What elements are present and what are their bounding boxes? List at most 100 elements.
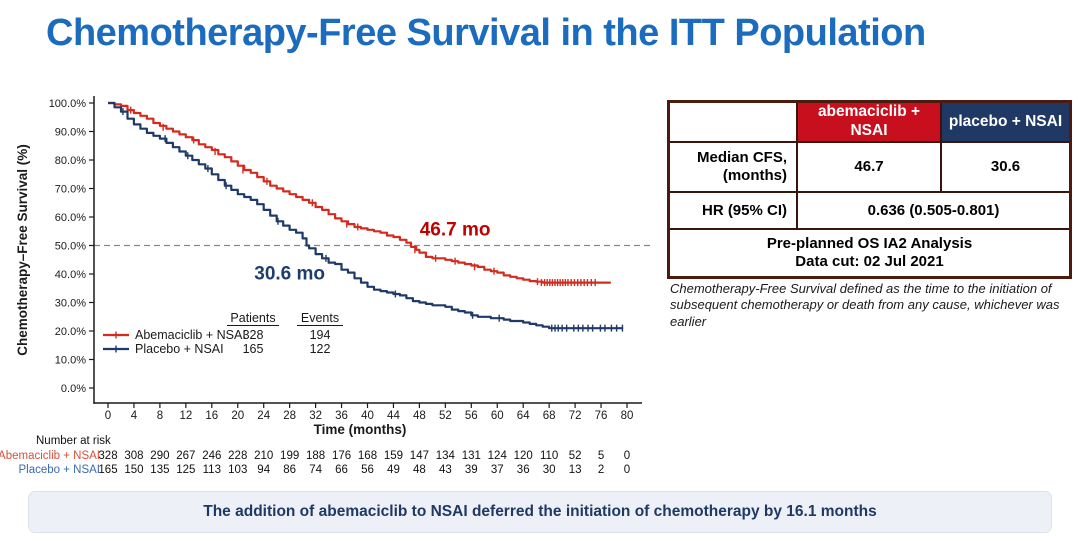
legend-events-header: Events xyxy=(301,311,339,325)
summary-table-hr-label: HR (95% CI) xyxy=(670,191,796,228)
km-step-path xyxy=(108,101,624,330)
number-at-risk-value: 37 xyxy=(491,464,504,476)
x-tick-label: 72 xyxy=(569,410,582,422)
y-tick-label: 40.0% xyxy=(55,269,86,281)
x-tick-label: 12 xyxy=(179,410,192,422)
y-tick-label: 90.0% xyxy=(55,127,86,139)
number-at-risk-value: 168 xyxy=(358,450,377,462)
number-at-risk-value: 147 xyxy=(410,450,429,462)
y-tick-label: 100.0% xyxy=(49,98,87,110)
survival-curve-placebo xyxy=(108,101,624,332)
y-tick-label: 10.0% xyxy=(55,355,86,367)
number-at-risk-value: 290 xyxy=(150,450,169,462)
summary-table-median-placebo: 30.6 xyxy=(940,141,1069,191)
number-at-risk-value: 0 xyxy=(624,464,630,476)
number-at-risk-value: 36 xyxy=(517,464,530,476)
number-at-risk-row-label: Abemaciclib + NSAI xyxy=(0,450,100,462)
x-tick-label: 56 xyxy=(465,410,478,422)
x-tick-label: 48 xyxy=(413,410,426,422)
y-tick-label: 30.0% xyxy=(55,298,86,310)
summary-table-header-abemaciclib: abemaciclib + NSAI xyxy=(796,103,940,141)
number-at-risk-value: 39 xyxy=(465,464,478,476)
legend-patients-value: 165 xyxy=(243,342,264,356)
number-at-risk-row-label: Placebo + NSAI xyxy=(18,464,100,476)
x-tick-label: 40 xyxy=(361,410,374,422)
number-at-risk-value: 113 xyxy=(203,464,221,476)
number-at-risk-value: 120 xyxy=(514,450,533,462)
number-at-risk-value: 94 xyxy=(257,464,270,476)
summary-table-empty-cell xyxy=(670,103,796,141)
number-at-risk-value: 49 xyxy=(387,464,400,476)
number-at-risk-value: 125 xyxy=(176,464,195,476)
number-at-risk-value: 308 xyxy=(124,450,143,462)
km-plot: 100.0%90.0%80.0%70.0%60.0%50.0%40.0%30.0… xyxy=(0,96,652,476)
x-axis-ticks: 0 4 8 12 16 20 24 28 32 36 40 44 48 52 56 60 64 68 72 76 80 xyxy=(105,403,634,422)
number-at-risk-value: 328 xyxy=(98,450,117,462)
censor-marks xyxy=(130,106,596,287)
number-at-risk-value: 103 xyxy=(228,464,247,476)
summary-table: abemaciclib + NSAI placebo + NSAI Median… xyxy=(667,100,1072,279)
x-tick-label: 68 xyxy=(543,410,556,422)
x-tick-label: 44 xyxy=(387,410,400,422)
median-annotation-abemaciclib: 46.7 mo xyxy=(420,220,491,241)
number-at-risk-value: 66 xyxy=(335,464,348,476)
y-tick-label: 20.0% xyxy=(55,326,86,338)
legend-events-value: 122 xyxy=(310,342,331,356)
x-tick-label: 36 xyxy=(335,410,348,422)
number-at-risk-value: 56 xyxy=(361,464,374,476)
legend-events-value: 194 xyxy=(310,328,331,342)
number-at-risk-value: 43 xyxy=(439,464,452,476)
x-axis-title: Time (months) xyxy=(314,422,407,437)
summary-table-footer-line1: Pre-planned OS IA2 Analysis xyxy=(766,235,973,252)
y-axis-title: Chemotherapy–Free Survival (%) xyxy=(15,144,30,356)
y-axis-ticks: 100.0% 90.0% 80.0% 70.0% 60.0% 50.0% 40.0% 30.0… xyxy=(49,98,94,395)
number-at-risk-value: 246 xyxy=(202,450,221,462)
x-tick-label: 16 xyxy=(205,410,218,422)
legend-series-label: Abemaciclib + NSAI xyxy=(135,328,246,342)
x-tick-label: 32 xyxy=(309,410,322,422)
summary-table-footer-line2: Data cut: 02 Jul 2021 xyxy=(795,253,944,270)
number-at-risk-value: 110 xyxy=(540,450,558,462)
survival-curve-abemaciclib xyxy=(108,101,611,287)
x-tick-label: 20 xyxy=(231,410,244,422)
x-tick-label: 0 xyxy=(105,410,111,422)
number-at-risk-value: 199 xyxy=(280,450,299,462)
summary-table-hr-value: 0.636 (0.505-0.801) xyxy=(796,191,1069,228)
summary-table-median-label: Median CFS, (months) xyxy=(670,141,796,191)
x-tick-label: 80 xyxy=(621,410,634,422)
number-at-risk-header: Number at risk xyxy=(36,435,111,447)
x-tick-label: 64 xyxy=(517,410,530,422)
x-tick-label: 60 xyxy=(491,410,504,422)
y-tick-label: 80.0% xyxy=(55,155,86,167)
number-at-risk-value: 124 xyxy=(488,450,508,462)
x-tick-label: 28 xyxy=(283,410,296,422)
legend-patients-header: Patients xyxy=(230,311,275,325)
number-at-risk-value: 86 xyxy=(283,464,296,476)
y-tick-label: 60.0% xyxy=(55,212,86,224)
number-at-risk-value: 30 xyxy=(543,464,556,476)
x-tick-label: 24 xyxy=(257,410,270,422)
number-at-risk-value: 52 xyxy=(569,450,582,462)
y-tick-label: 70.0% xyxy=(55,184,86,196)
number-at-risk-value: 134 xyxy=(436,450,456,462)
number-at-risk-value: 0 xyxy=(624,450,630,462)
cfs-definition-footnote: Chemotherapy-Free Survival defined as th… xyxy=(670,281,1060,329)
summary-table-footer: Pre-planned OS IA2 Analysis Data cut: 02… xyxy=(670,228,1069,276)
median-annotation-placebo: 30.6 mo xyxy=(254,264,325,285)
number-at-risk-value: 135 xyxy=(150,464,169,476)
km-step-path xyxy=(108,101,611,284)
conclusion-banner-text: The addition of abemaciclib to NSAI defe… xyxy=(203,503,877,520)
number-at-risk-value: 176 xyxy=(332,450,351,462)
number-at-risk-value: 165 xyxy=(98,464,117,476)
number-at-risk-value: 188 xyxy=(306,450,325,462)
y-tick-label: 0.0% xyxy=(61,383,86,395)
number-at-risk-value: 267 xyxy=(176,450,195,462)
x-tick-label: 4 xyxy=(131,410,138,422)
axes xyxy=(93,96,642,404)
number-at-risk-value: 13 xyxy=(569,464,582,476)
conclusion-banner: The addition of abemaciclib to NSAI defe… xyxy=(28,491,1052,533)
x-tick-label: 8 xyxy=(157,410,163,422)
